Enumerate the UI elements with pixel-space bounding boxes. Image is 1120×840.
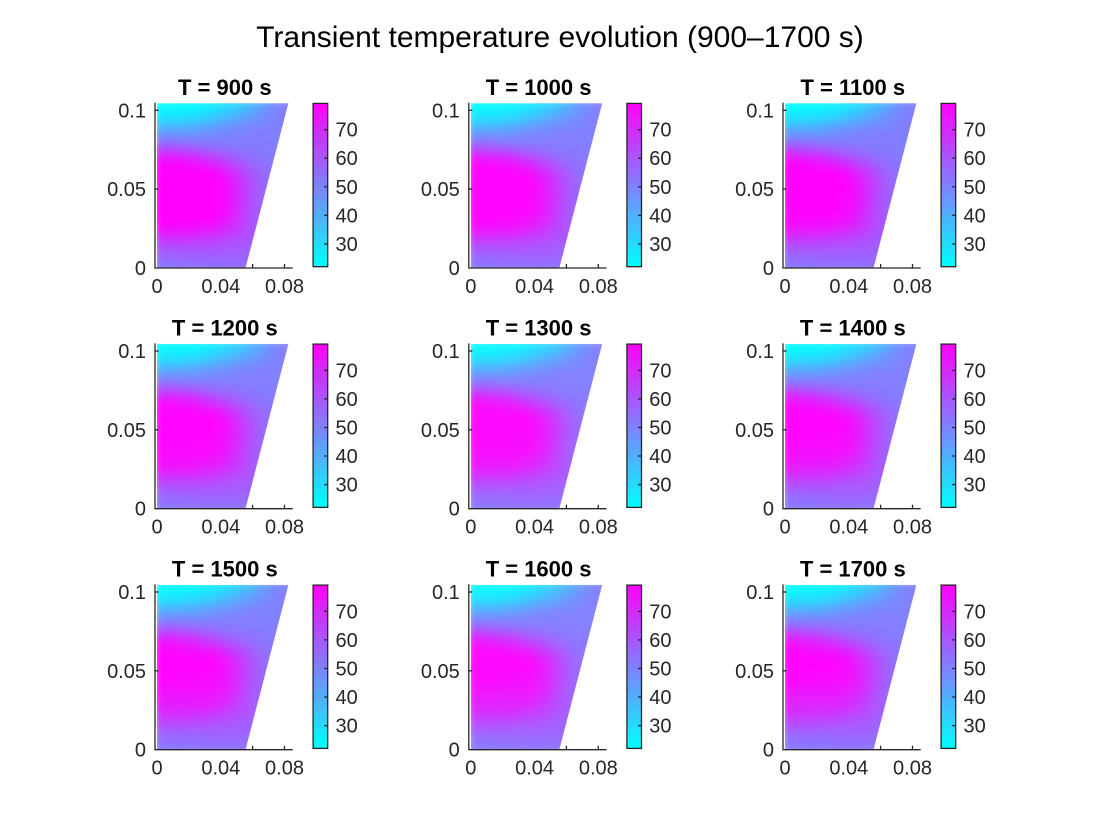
svg-text:T = 900 s: T = 900 s: [178, 75, 272, 100]
svg-text:T = 1300 s: T = 1300 s: [486, 316, 592, 341]
svg-text:T = 1500 s: T = 1500 s: [172, 557, 278, 582]
svg-text:T = 1200 s: T = 1200 s: [172, 316, 278, 341]
svg-text:T = 1100 s: T = 1100 s: [801, 75, 906, 100]
svg-text:T = 1000 s: T = 1000 s: [486, 75, 592, 100]
svg-text:T = 1700 s: T = 1700 s: [800, 557, 906, 582]
svg-text:T = 1400 s: T = 1400 s: [800, 316, 906, 341]
svg-text:T = 1600 s: T = 1600 s: [486, 557, 592, 582]
svg-text:Transient temperature evolutio: Transient temperature evolution (900–170…: [256, 21, 864, 54]
